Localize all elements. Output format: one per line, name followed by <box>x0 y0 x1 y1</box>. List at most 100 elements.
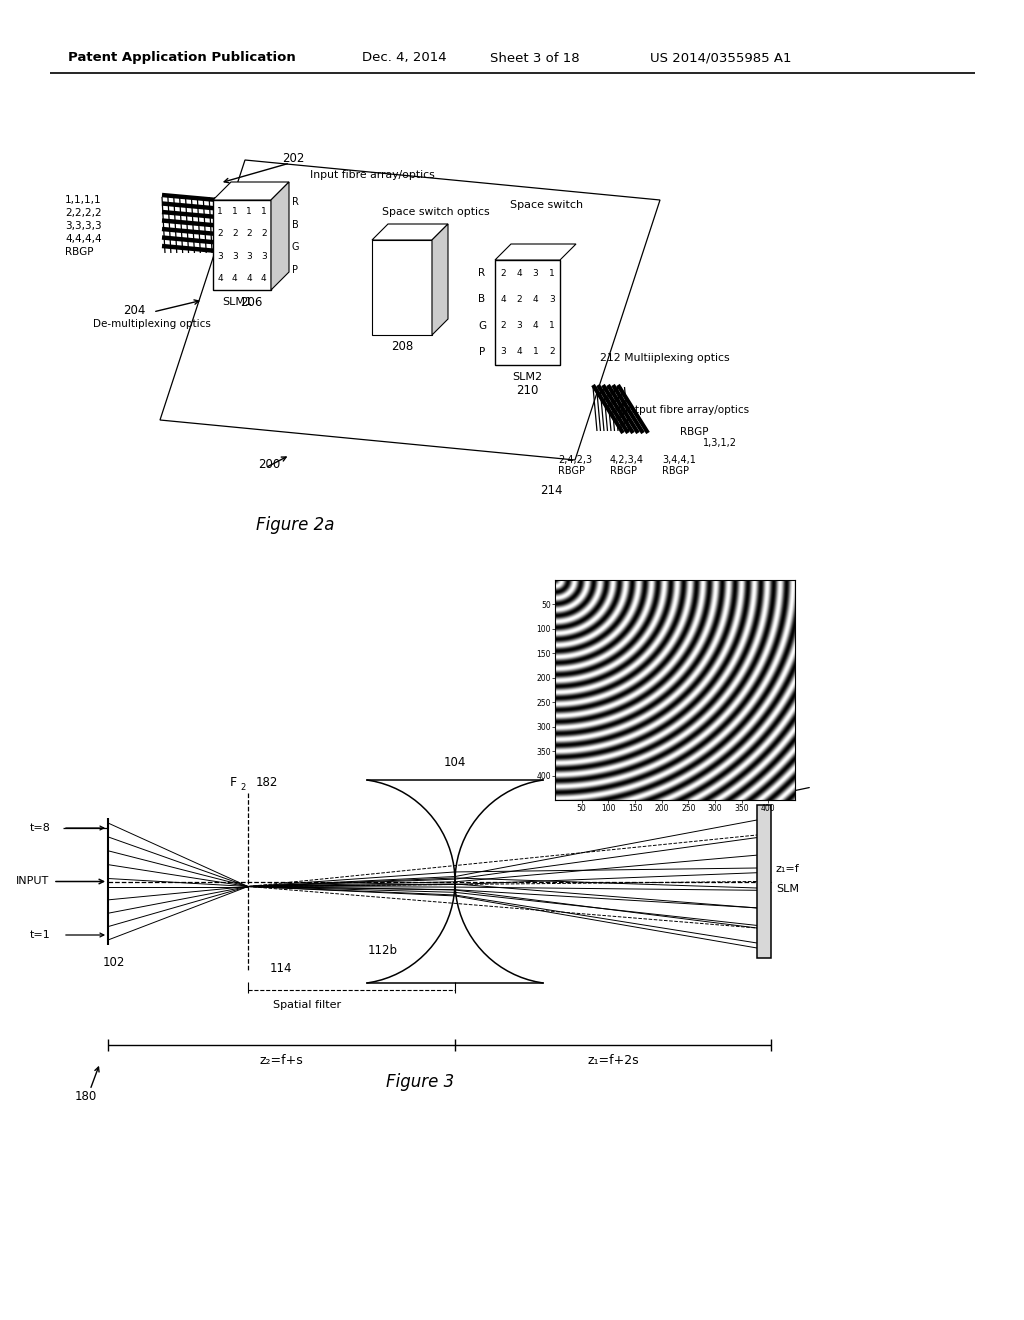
Text: 4: 4 <box>247 275 252 284</box>
Text: 1,3,1,2: 1,3,1,2 <box>703 438 737 447</box>
Text: US 2014/0355985 A1: US 2014/0355985 A1 <box>650 51 792 65</box>
Text: 208: 208 <box>391 341 413 354</box>
Text: Spatial filter: Spatial filter <box>273 1001 341 1010</box>
Text: 3: 3 <box>261 252 266 261</box>
Text: 3: 3 <box>231 252 238 261</box>
Text: 4: 4 <box>516 269 522 277</box>
Text: 182: 182 <box>256 776 279 789</box>
Text: 1: 1 <box>549 269 555 277</box>
Text: Output fibre array/optics: Output fibre array/optics <box>620 405 750 414</box>
Text: 4,4,4,4: 4,4,4,4 <box>65 234 101 244</box>
Text: 2: 2 <box>501 269 506 277</box>
Polygon shape <box>271 182 289 290</box>
Text: P: P <box>292 265 298 275</box>
Text: 2: 2 <box>240 783 246 792</box>
Text: De-multiplexing optics: De-multiplexing optics <box>93 319 211 329</box>
Text: Figure 2a: Figure 2a <box>256 516 334 535</box>
Text: 214: 214 <box>540 483 562 496</box>
Text: 2: 2 <box>501 321 506 330</box>
Text: Space switch optics: Space switch optics <box>382 207 489 216</box>
Text: 2,2,2,2: 2,2,2,2 <box>65 209 101 218</box>
Text: Dec. 4, 2014: Dec. 4, 2014 <box>362 51 446 65</box>
Text: Input fibre array/optics: Input fibre array/optics <box>310 170 435 180</box>
Text: 210: 210 <box>516 384 539 396</box>
Text: 3: 3 <box>549 294 555 304</box>
Text: 2: 2 <box>549 347 555 356</box>
Text: G: G <box>478 321 486 330</box>
Text: 3: 3 <box>516 321 522 330</box>
Text: 3,3,3,3: 3,3,3,3 <box>65 220 101 231</box>
Text: P: P <box>479 347 485 356</box>
Bar <box>213 201 271 290</box>
Text: 114: 114 <box>270 961 293 974</box>
Text: 1: 1 <box>217 207 223 215</box>
Text: Space switch: Space switch <box>510 201 583 210</box>
Text: 106: 106 <box>765 776 787 789</box>
Text: 4: 4 <box>217 275 223 284</box>
Text: 1,1,1,1: 1,1,1,1 <box>65 195 101 205</box>
Text: 2,4,2,3: 2,4,2,3 <box>558 455 592 465</box>
Text: 3,4,4,1: 3,4,4,1 <box>662 455 696 465</box>
Text: Sheet 3 of 18: Sheet 3 of 18 <box>490 51 580 65</box>
Text: B: B <box>478 294 485 305</box>
Text: 4: 4 <box>532 321 539 330</box>
Polygon shape <box>213 182 289 201</box>
Text: t=8: t=8 <box>30 822 51 833</box>
Text: z₁=f: z₁=f <box>776 865 800 874</box>
Polygon shape <box>495 244 575 260</box>
Text: RBGP: RBGP <box>680 426 709 437</box>
Text: 104: 104 <box>443 755 466 768</box>
Text: 206: 206 <box>240 296 262 309</box>
Text: RBGP: RBGP <box>558 466 585 477</box>
Text: 2: 2 <box>247 230 252 238</box>
Text: 1: 1 <box>231 207 238 215</box>
Text: SLM2: SLM2 <box>512 372 543 381</box>
Text: 3: 3 <box>247 252 252 261</box>
Text: 2: 2 <box>232 230 238 238</box>
Text: B: B <box>292 219 299 230</box>
Text: 180: 180 <box>75 1090 97 1104</box>
Text: R: R <box>292 197 299 207</box>
Text: 2: 2 <box>217 230 223 238</box>
Text: 3: 3 <box>501 347 506 356</box>
Polygon shape <box>372 224 449 240</box>
Text: RBGP: RBGP <box>65 247 93 257</box>
Text: 4: 4 <box>261 275 266 284</box>
Text: 1: 1 <box>247 207 252 215</box>
Polygon shape <box>432 224 449 335</box>
Text: 1: 1 <box>261 207 266 215</box>
Text: Patent Application Publication: Patent Application Publication <box>68 51 296 65</box>
Text: t=1: t=1 <box>30 931 51 940</box>
Text: INPUT: INPUT <box>16 876 49 887</box>
Bar <box>757 805 771 958</box>
Text: 4: 4 <box>516 347 522 356</box>
Text: z₁=f+2s: z₁=f+2s <box>587 1055 639 1068</box>
Text: 204: 204 <box>123 304 145 317</box>
Text: 4: 4 <box>532 294 539 304</box>
Text: RBGP: RBGP <box>610 466 637 477</box>
Text: 4: 4 <box>232 275 238 284</box>
Text: 2: 2 <box>261 230 266 238</box>
Text: 3: 3 <box>217 252 223 261</box>
Text: 102: 102 <box>103 957 125 969</box>
Text: RBGP: RBGP <box>662 466 689 477</box>
Text: 212 Multiiplexing optics: 212 Multiiplexing optics <box>600 352 730 363</box>
Text: z₂=f+s: z₂=f+s <box>259 1055 303 1068</box>
Bar <box>372 240 432 335</box>
Text: 200: 200 <box>258 458 281 471</box>
Text: SLM: SLM <box>776 884 799 895</box>
Text: SLM1: SLM1 <box>222 297 252 308</box>
Text: Figure 3: Figure 3 <box>386 1073 454 1092</box>
Text: 1: 1 <box>532 347 539 356</box>
Text: 3: 3 <box>532 269 539 277</box>
Text: R: R <box>478 268 485 279</box>
Text: G: G <box>292 243 299 252</box>
Text: F: F <box>230 776 238 789</box>
Text: 2: 2 <box>516 294 522 304</box>
Bar <box>495 260 560 366</box>
Text: 112b: 112b <box>368 944 398 957</box>
Text: 4: 4 <box>501 294 506 304</box>
Text: 1: 1 <box>549 321 555 330</box>
Text: 4,2,3,4: 4,2,3,4 <box>610 455 644 465</box>
Text: 202: 202 <box>282 152 304 165</box>
